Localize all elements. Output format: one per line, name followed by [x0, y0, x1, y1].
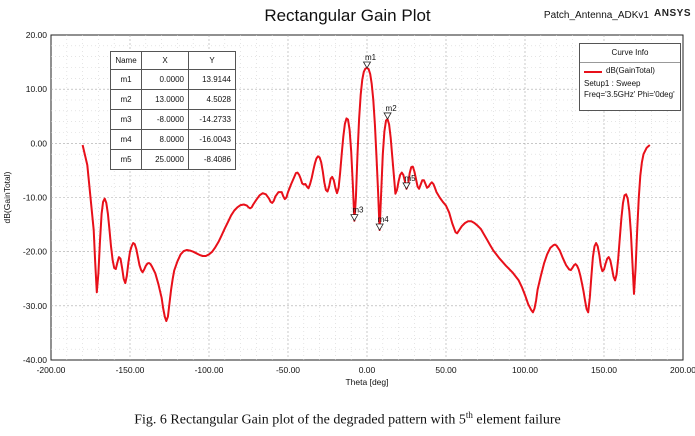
curve-info-legend: Curve Info dB(GainTotal) Setup1 : Sweep …	[579, 43, 681, 111]
project-name: Patch_Antenna_ADKv1	[543, 10, 649, 21]
marker-name: m1	[110, 69, 142, 90]
legend-freq: Freq='3.5GHz' Phi='0deg'	[584, 90, 675, 99]
caption-superscript: th	[465, 410, 473, 420]
marker-name: m5	[110, 149, 142, 170]
x-tick-label: 0.00	[359, 365, 376, 375]
caption-text: Fig. 6 Rectangular Gain plot of the degr…	[134, 412, 466, 428]
table-row: m2 13.0000 4.5028	[110, 89, 236, 110]
y-tick-label: -20.00	[23, 247, 47, 257]
marker-x: 8.0000	[141, 129, 189, 150]
marker-x: 13.0000	[141, 89, 189, 110]
marker-x: -8.0000	[141, 109, 189, 130]
y-axis-label: dB(GainTotal)	[2, 171, 12, 223]
marker-label: m1	[365, 53, 377, 62]
marker-name: m2	[110, 89, 142, 110]
marker-label: m5	[405, 174, 417, 183]
marker-name: m4	[110, 129, 142, 150]
marker-triangle	[402, 182, 411, 190]
x-axis-label: Theta [deg]	[345, 377, 388, 387]
marker-m4: m4	[375, 215, 390, 231]
marker-triangle	[350, 214, 359, 222]
y-tick-label: -10.00	[23, 193, 47, 203]
marker-m3: m3	[350, 206, 364, 222]
marker-triangle	[383, 112, 392, 120]
x-tick-label: 200.00	[670, 365, 695, 375]
markers: m1 m2 m3 m4 m5	[350, 53, 417, 231]
table-row: m3 -8.0000 -14.2733	[110, 109, 236, 130]
grid-lines	[51, 35, 683, 360]
marker-label: m3	[352, 206, 364, 215]
marker-name: m3	[110, 109, 142, 130]
header-x: X	[141, 51, 189, 70]
marker-x: 0.0000	[141, 69, 189, 90]
marker-m2: m2	[383, 104, 398, 120]
x-tick-label: -200.00	[37, 365, 66, 375]
y-tick-label: 0.00	[30, 138, 47, 148]
marker-y: 4.5028	[188, 89, 236, 110]
legend-entry: dB(GainTotal)	[580, 66, 680, 78]
marker-y: -14.2733	[188, 109, 236, 130]
figure-caption: Fig. 6 Rectangular Gain plot of the degr…	[0, 410, 695, 429]
marker-x: 25.0000	[141, 149, 189, 170]
chart-title: Rectangular Gain Plot	[264, 6, 431, 25]
caption-text-end: element failure	[472, 412, 561, 428]
gain-curve	[81, 67, 651, 322]
table-row: m5 25.0000 -8.4086	[110, 149, 236, 170]
legend-series-name: dB(GainTotal)	[606, 66, 655, 75]
marker-y: -8.4086	[188, 149, 236, 170]
marker-m1: m1	[362, 53, 377, 69]
marker-triangle	[375, 223, 384, 231]
header-y: Y	[188, 51, 236, 70]
x-tick-label: -150.00	[116, 365, 145, 375]
header-name: Name	[110, 51, 142, 70]
legend-setup: Setup1 : Sweep	[584, 79, 641, 88]
table-row: m4 8.0000 -16.0043	[110, 129, 236, 150]
tick-labels: -200.00 -150.00 -100.00 -50.00 0.00 50.00 100.…	[23, 30, 695, 375]
marker-y: 13.9144	[188, 69, 236, 90]
x-tick-label: 100.00	[512, 365, 538, 375]
table-row: m1 0.0000 13.9144	[110, 69, 236, 90]
legend-title: Curve Info	[580, 44, 680, 63]
marker-y: -16.0043	[188, 129, 236, 150]
y-tick-label: 20.00	[26, 30, 48, 40]
x-tick-label: -50.00	[276, 365, 300, 375]
x-tick-label: 50.00	[435, 365, 457, 375]
y-tick-label: -30.00	[23, 301, 47, 311]
marker-triangle	[362, 61, 372, 69]
y-tick-label: -40.00	[23, 355, 47, 365]
marker-m5: m5	[402, 174, 417, 190]
marker-label: m2	[386, 104, 398, 113]
y-tick-label: 10.00	[26, 84, 48, 94]
legend-swatch	[584, 71, 602, 73]
ansys-logo: ANSYS	[654, 8, 691, 19]
marker-table-header: Name X Y	[110, 51, 236, 70]
marker-table: Name X Y m1 0.0000 13.9144 m2 13.0000 4.…	[110, 51, 236, 170]
x-tick-label: 150.00	[591, 365, 617, 375]
x-tick-label: -100.00	[195, 365, 224, 375]
marker-label: m4	[378, 215, 390, 224]
